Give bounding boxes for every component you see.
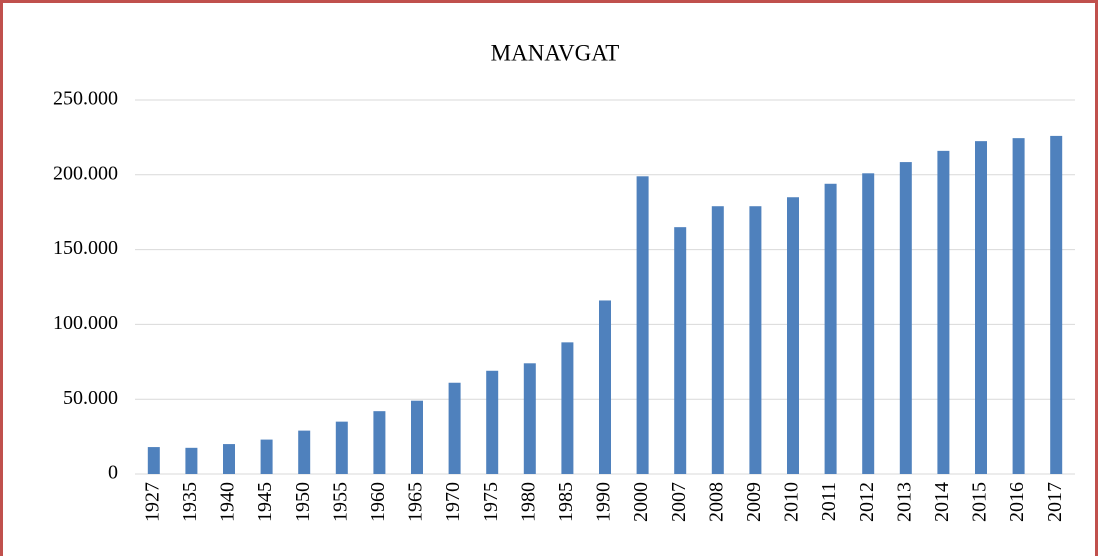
bar [523,363,536,474]
y-tick-label: 250.000 [53,88,118,110]
bar [674,227,687,474]
bar [824,183,837,474]
x-tick-label: 2007 [668,482,690,522]
bar [937,150,950,474]
chart-title: MANAVGAT [491,40,620,65]
x-tick-label: 1950 [292,482,314,522]
bar [975,141,987,474]
x-tick-label: 2014 [931,482,953,522]
bar [411,400,423,474]
bar [373,411,386,474]
x-tick-label: 2016 [1006,482,1028,522]
x-tick-label: 2015 [969,482,991,522]
x-tick-label: 2017 [1044,482,1066,522]
bar [561,342,574,474]
bar [298,430,311,474]
y-tick-label: 200.000 [53,162,118,184]
bar [1012,138,1025,474]
x-tick-label: 1980 [517,482,539,522]
bar [147,447,160,474]
bar [787,197,799,475]
x-tick-label: 1935 [179,482,201,522]
bar [636,176,649,474]
x-tick-label: 1985 [555,482,577,522]
bar [899,162,912,475]
y-tick-label: 0 [108,462,118,484]
x-tick-label: 1975 [480,482,502,522]
bar [486,370,499,474]
x-tick-label: 2010 [781,482,803,522]
x-tick-label: 1927 [141,482,163,522]
bar [223,444,235,474]
x-tick-label: 1945 [254,482,276,522]
bar [335,421,348,474]
y-tick-label: 100.000 [53,312,118,334]
bar [862,173,875,474]
y-tick-label: 50.000 [63,387,118,409]
x-tick-label: 2000 [630,482,652,522]
x-tick-label: 1990 [593,482,615,522]
x-tick-label: 2008 [705,482,727,522]
bar [711,206,724,474]
x-tick-label: 1960 [367,482,389,522]
x-tick-label: 1940 [217,482,239,522]
x-tick-label: 2011 [818,482,840,521]
x-tick-label: 1955 [329,482,351,522]
x-tick-label: 1965 [405,482,427,522]
x-tick-label: 2013 [893,482,915,522]
x-tick-label: 1970 [442,482,464,522]
bar [260,439,273,474]
x-tick-label: 2012 [856,482,878,522]
bar [749,206,762,474]
bar [599,300,611,474]
x-tick-label: 2009 [743,482,765,522]
bar [185,447,198,474]
y-tick-label: 150.000 [53,237,118,259]
bar [448,382,461,474]
bar [1050,135,1063,475]
